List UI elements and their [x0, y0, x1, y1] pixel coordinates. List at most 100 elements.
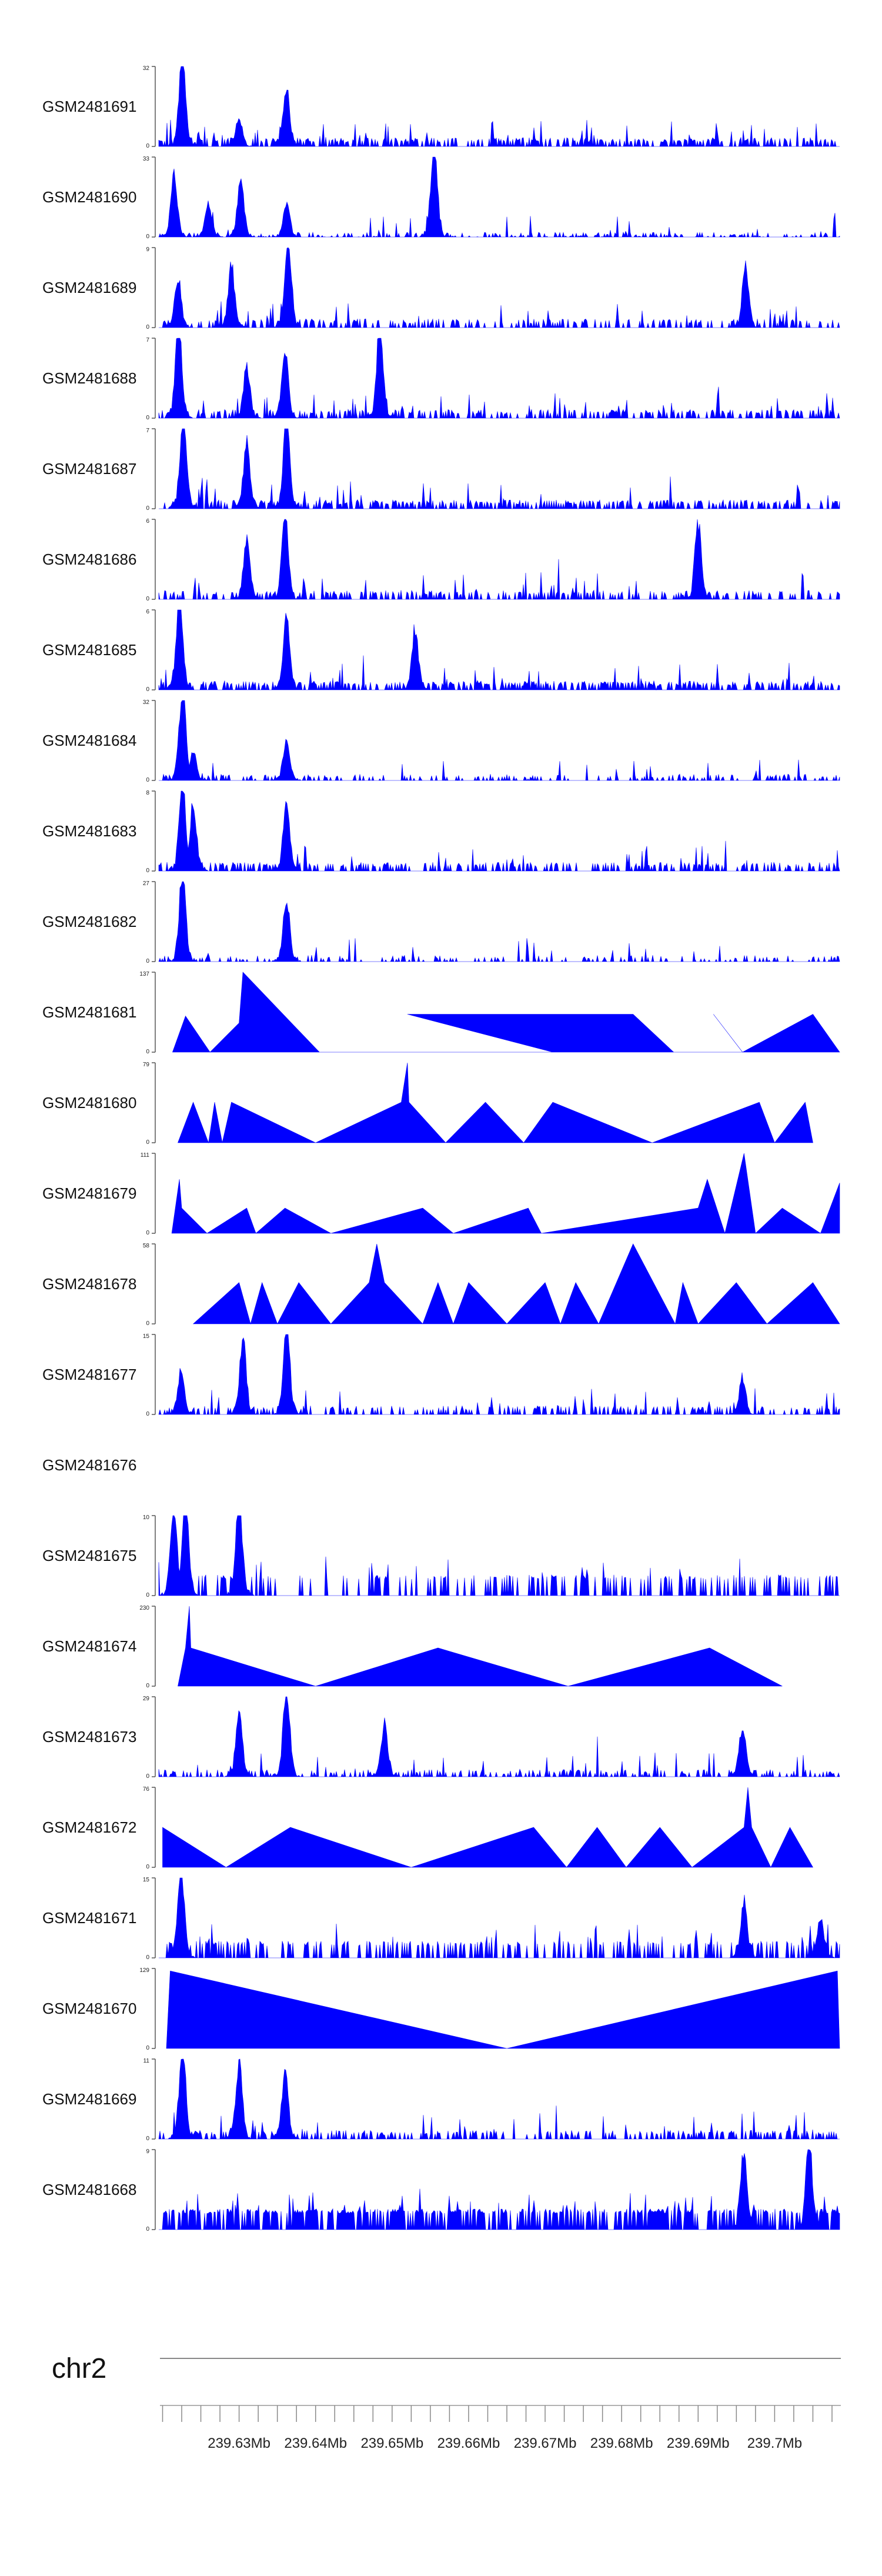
track-label: GSM2481674 [42, 1637, 137, 1655]
track-label: GSM2481683 [42, 822, 137, 840]
track-GSM2481680: GSM2481680 79 0 [0, 1061, 882, 1149]
y-max-label: 111 [141, 1152, 150, 1159]
y-min-label: 0 [146, 958, 149, 965]
track-plot: 60 [146, 518, 840, 602]
track-plot: 70 [146, 428, 840, 512]
track-label: GSM2481690 [42, 188, 137, 206]
signal-area [159, 700, 840, 782]
signal-area [158, 156, 840, 238]
track-plot: 11 0 [143, 2058, 840, 2142]
track-GSM2481679: GSM2481679 111 0 [0, 1152, 882, 1240]
track-label: GSM2481678 [42, 1275, 137, 1293]
y-min-label: 0 [146, 2045, 149, 2051]
track-GSM2481669: GSM2481669 11 0 [0, 2057, 882, 2145]
y-max-label: 8 [146, 790, 149, 796]
track-label: GSM2481681 [42, 1003, 137, 1021]
track-label: GSM2481677 [42, 1366, 137, 1383]
track-label: GSM2481679 [42, 1184, 137, 1202]
track-GSM2481690: GSM2481690 33 0 [0, 155, 882, 243]
track-GSM2481691: GSM2481691 32 0 [0, 65, 882, 153]
track-label: GSM2481684 [42, 732, 137, 749]
y-min-label: 0 [146, 686, 149, 693]
track-plot: 90 [146, 246, 840, 331]
track-GSM2481678: GSM2481678 58 0 [0, 1242, 882, 1330]
signal-area [158, 1696, 840, 1778]
y-min-label: 0 [146, 415, 149, 421]
y-max-label: 7 [146, 428, 149, 434]
y-max-label: 29 [143, 1696, 150, 1702]
track-plot: 27 0 [143, 880, 840, 965]
track-plot: 29 0 [143, 1696, 840, 1780]
track-plot: 15 0 [143, 1333, 840, 1417]
axis-tick-label: 239.69Mb [667, 2435, 730, 2451]
y-min-label: 0 [146, 1592, 149, 1599]
y-max-label: 129 [139, 1967, 149, 1974]
y-max-label: 32 [143, 699, 150, 706]
signal-area [158, 519, 840, 600]
track-GSM2481683: GSM2481683 8 0 [0, 789, 882, 877]
y-max-label: 27 [143, 880, 150, 887]
y-min-label: 0 [146, 1411, 149, 1417]
y-max-label: 15 [143, 1877, 150, 1883]
y-min-label: 0 [146, 867, 149, 874]
track-label: GSM2481669 [42, 2090, 137, 2108]
track-plot: 60 [146, 609, 840, 693]
y-max-label: 230 [139, 1605, 149, 1611]
track-plot: 32 0 [143, 699, 840, 783]
track-label: GSM2481672 [42, 1818, 137, 1836]
track-GSM2481671: GSM2481671 15 0 [0, 1876, 882, 1964]
signal-area [192, 1243, 840, 1325]
y-max-label: 76 [143, 1786, 150, 1793]
signal-area [166, 1970, 840, 2049]
track-plot: 230 0 [139, 1605, 783, 1689]
y-max-label: 58 [143, 1243, 150, 1249]
signal-area [158, 609, 840, 691]
track-label: GSM2481687 [42, 460, 137, 478]
track-plot: 80 [146, 790, 840, 874]
track-plot: 33 0 [143, 156, 840, 240]
track-GSM2481674: GSM2481674 230 0 [0, 1604, 882, 1693]
track-GSM2481687: GSM2481687 7 0 [0, 427, 882, 515]
y-min-label: 0 [146, 1773, 149, 1780]
axis-tick-label: 239.64Mb [284, 2435, 347, 2451]
track-label: GSM2481686 [42, 550, 137, 568]
track-label: GSM2481673 [42, 1728, 137, 1746]
y-min-label: 0 [146, 1320, 149, 1327]
y-max-label: 6 [146, 518, 149, 525]
axis-tick-label: 239.7Mb [747, 2435, 802, 2451]
track-GSM2481684: GSM2481684 32 0 [0, 699, 882, 787]
track-label: GSM2481670 [42, 2000, 137, 2017]
y-min-label: 0 [146, 324, 149, 331]
y-min-label: 0 [146, 1230, 149, 1236]
y-min-label: 0 [146, 2135, 149, 2142]
y-max-label: 11 [143, 2058, 150, 2064]
track-GSM2481688: GSM2481688 7 0 [0, 336, 882, 425]
y-min-label: 0 [146, 143, 149, 149]
track-GSM2481673: GSM2481673 29 0 [0, 1695, 882, 1783]
track-GSM2481676: GSM2481676 [0, 1423, 882, 1511]
track-label: GSM2481680 [42, 1094, 137, 1112]
y-max-label: 79 [143, 1062, 150, 1068]
chromosome-label: chr2 [52, 2353, 107, 2384]
track-plot: 79 0 [143, 1062, 813, 1146]
track-plot: 15 0 [143, 1877, 840, 1961]
signal-area [158, 790, 840, 872]
signal-area [158, 338, 840, 419]
y-max-label: 33 [143, 156, 150, 162]
signal-area [178, 1606, 783, 1687]
track-label: GSM2481671 [42, 1909, 137, 1927]
y-min-label: 0 [146, 505, 149, 512]
track-plot: 90 [146, 2148, 840, 2233]
track-plot: 76 0 [143, 1786, 814, 1870]
signal-area [158, 66, 840, 147]
y-min-label: 0 [146, 1954, 149, 1961]
y-min-label: 0 [146, 233, 149, 240]
signal-area [159, 428, 840, 509]
track-GSM2481682: GSM2481682 27 0 [0, 880, 882, 968]
track-plot: 111 0 [141, 1152, 840, 1236]
track-label: GSM2481691 [42, 98, 137, 115]
signal-area [162, 1787, 814, 1868]
track-GSM2481672: GSM2481672 76 0 [0, 1786, 882, 1874]
track-label: GSM2481682 [42, 913, 137, 930]
